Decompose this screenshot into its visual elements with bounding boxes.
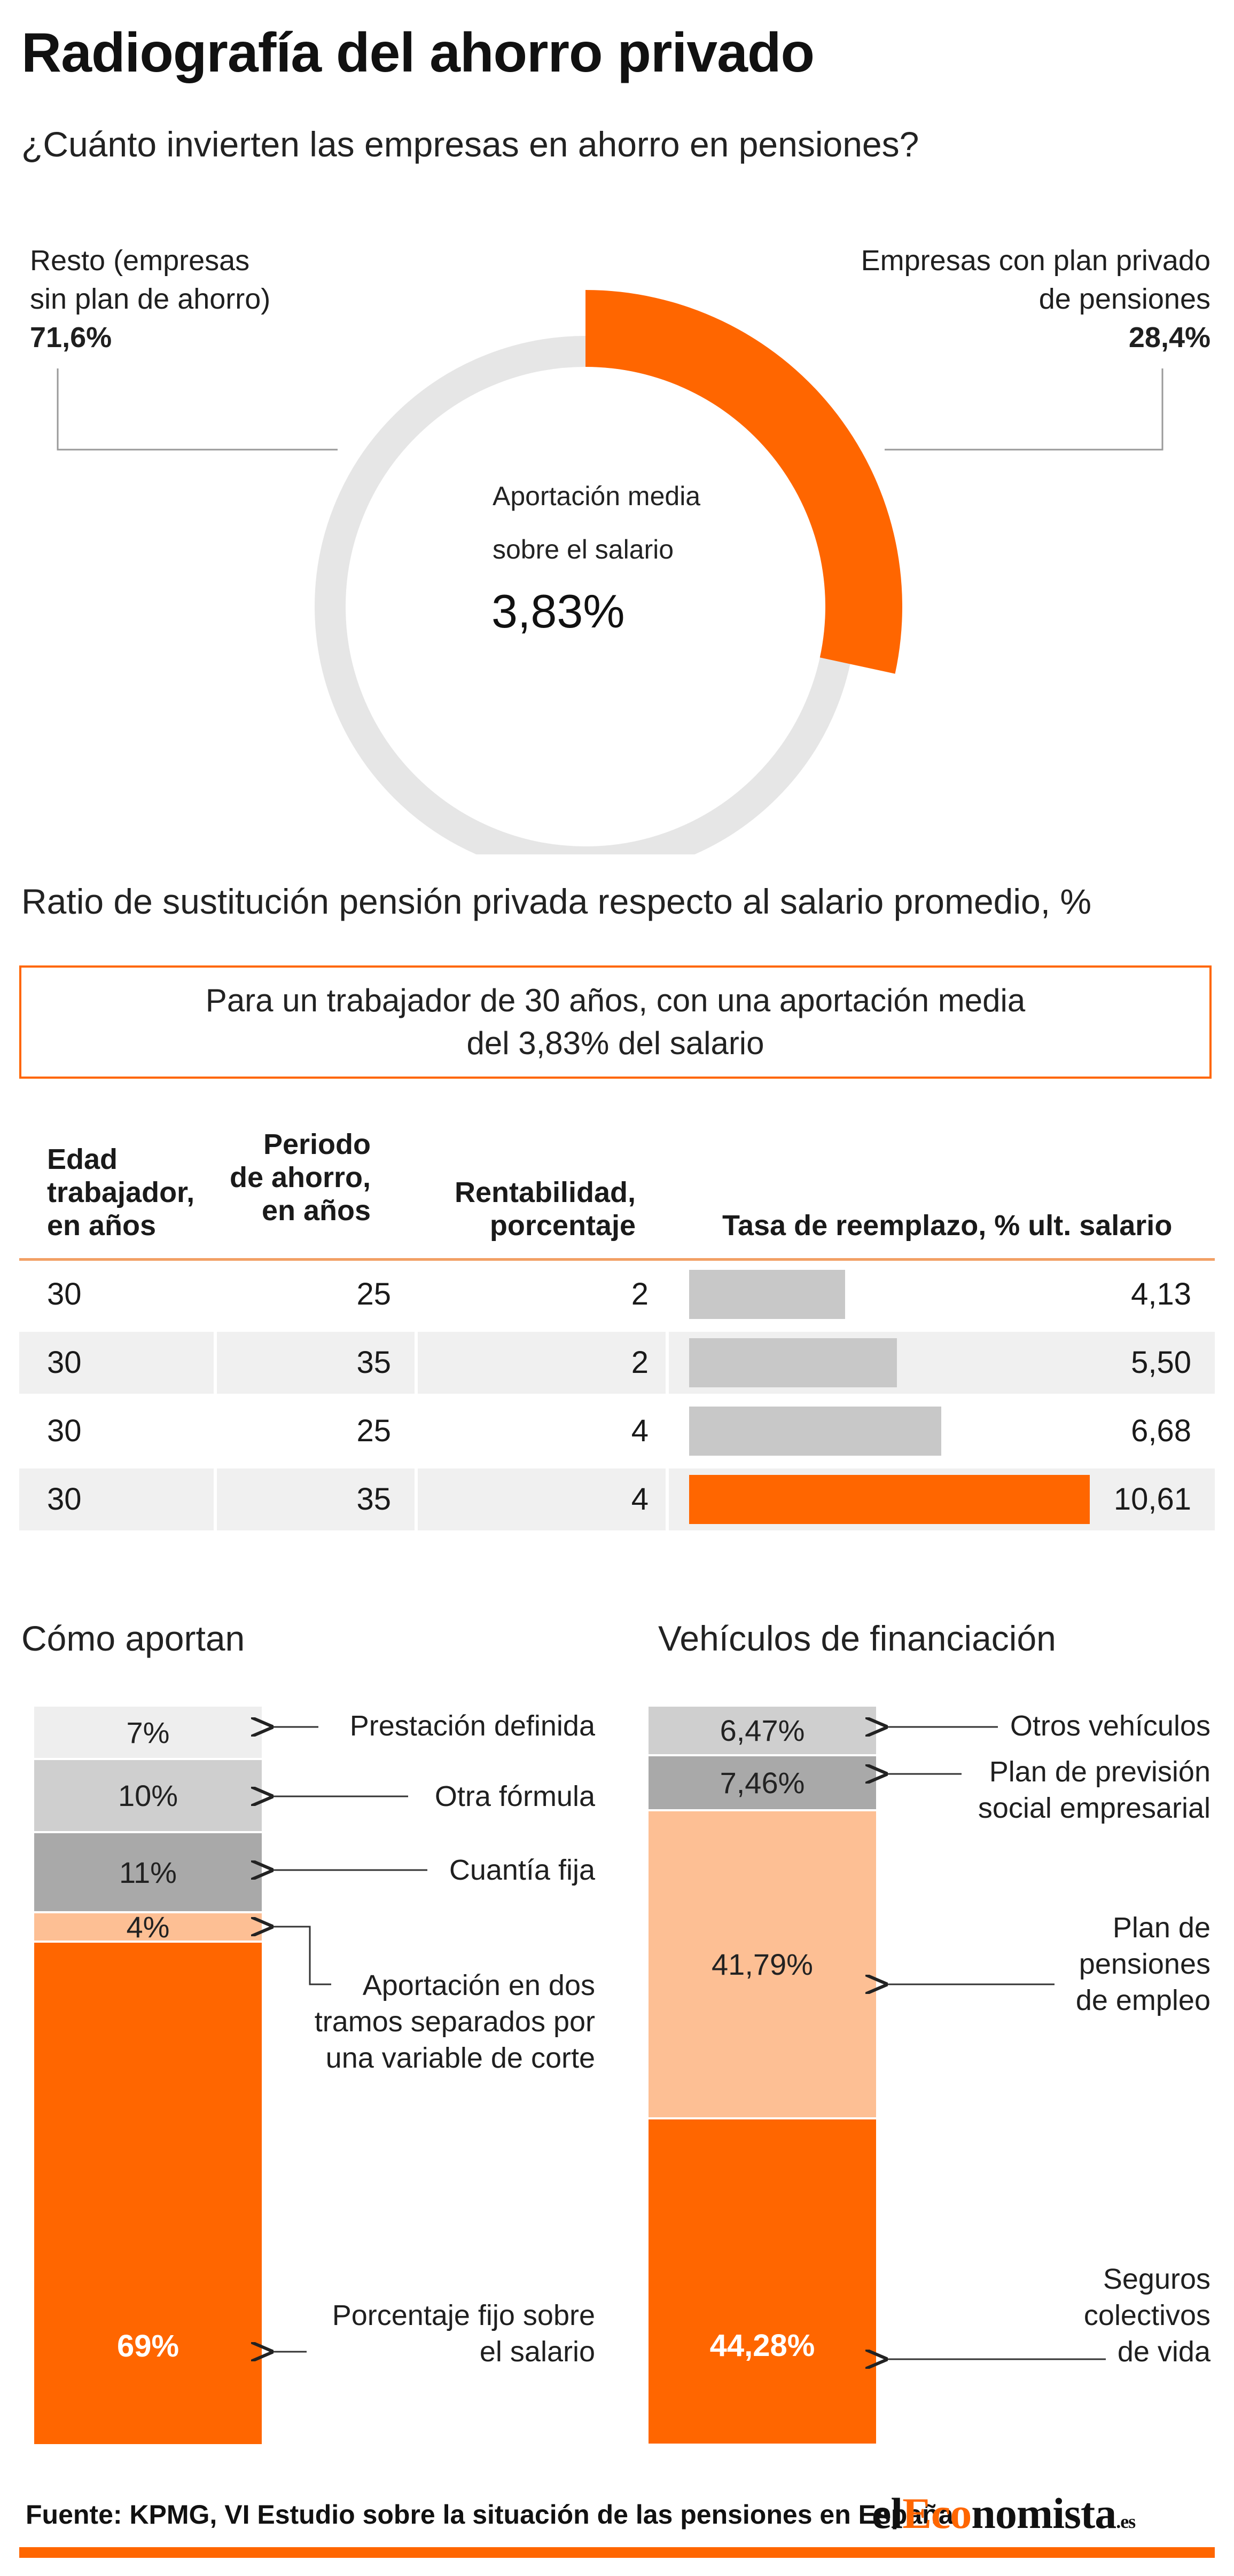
donut-label-rest: Resto (empresas sin plan de ahorro) 71,6… <box>30 245 271 354</box>
segment-value-label: 69% <box>116 2329 179 2363</box>
footer-accent-bar <box>19 2547 1215 2558</box>
cell-rate: 4,13 <box>1131 1277 1191 1311</box>
cell-age: 30 <box>47 1482 82 1517</box>
label-fixed-pct: Porcentaje fijo sobre el salario <box>332 2299 595 2368</box>
segment-defined-benefit: 7% <box>34 1707 262 1758</box>
cell-return: 4 <box>631 1413 649 1448</box>
rate-bar <box>689 1475 1090 1524</box>
donut-value-rest: 71,6% <box>30 321 112 354</box>
col-header-rate: Tasa de reemplazo, % ult. salario <box>722 1210 1173 1242</box>
cell-age: 30 <box>47 1413 82 1448</box>
cell-period: 25 <box>356 1413 391 1448</box>
cell-period: 25 <box>356 1277 391 1311</box>
cell-divider <box>214 1332 217 1394</box>
cell-rate: 10,61 <box>1113 1482 1191 1517</box>
contribution-method-title: Cómo aportan <box>21 1619 245 1658</box>
segment-ppse: 7,46% <box>649 1754 876 1809</box>
cell-divider <box>415 1332 418 1394</box>
donut-value-plan: 28,4% <box>1128 321 1210 354</box>
source-note: Fuente: KPMG, VI Estudio sobre la situac… <box>26 2500 954 2530</box>
segment-value-label: 10% <box>118 1779 178 1812</box>
table-header-rule <box>19 1258 1215 1261</box>
segment-value-label: 11% <box>119 1855 177 1889</box>
label-ppe: Plan de pensiones de empleo <box>1075 1912 1210 2016</box>
cell-divider <box>415 1468 418 1530</box>
arrow-two-tranche <box>270 1927 331 1985</box>
cell-return: 2 <box>631 1345 649 1380</box>
segment-value-label: 44,28% <box>709 2328 815 2363</box>
funding-vehicles-title: Vehículos de financiación <box>658 1619 1056 1658</box>
segment-value-label: 7,46% <box>720 1766 805 1800</box>
leader-line-left <box>57 368 338 451</box>
segment-fixed-pct: 69% <box>34 1941 262 2444</box>
col-header-age: Edad trabajador, en años <box>47 1143 195 1242</box>
donut-center-label-2: sobre el salario <box>493 535 674 564</box>
cell-divider <box>666 1332 669 1394</box>
stacked-bar-vehicles: 6,47% 7,46% 41,79% 44,28% <box>649 1707 876 2444</box>
cell-age: 30 <box>47 1345 82 1380</box>
cell-return: 2 <box>631 1277 649 1311</box>
cell-return: 4 <box>631 1482 649 1517</box>
segment-value-label: 41,79% <box>712 1947 813 1981</box>
segment-two-tranche: 4% <box>34 1910 262 1944</box>
donut-chart <box>57 290 1163 854</box>
table-row: 30 35 4 10,61 <box>19 1468 1215 1530</box>
cell-rate: 6,68 <box>1131 1413 1191 1448</box>
cell-divider <box>666 1468 669 1530</box>
segment-value-label: 7% <box>126 1715 170 1749</box>
label-other-vehicles: Otros vehículos <box>1010 1710 1210 1742</box>
label-defined-benefit: Prestación definida <box>349 1710 595 1742</box>
label-ppse: Plan de previsión social empresarial <box>978 1756 1210 1824</box>
donut-label-plan: Empresas con plan privado de pensiones 2… <box>861 245 1210 354</box>
cell-period: 35 <box>356 1345 391 1380</box>
segment-other-vehicles: 6,47% <box>649 1707 876 1754</box>
table-row: 30 25 4 6,68 <box>19 1400 1215 1462</box>
col-header-period: Periodo de ahorro, en años <box>229 1128 371 1227</box>
replacement-ratio-title: Ratio de sustitución pensión privada res… <box>21 882 1092 921</box>
col-header-return: Rentabilidad, porcentaje <box>454 1176 636 1242</box>
label-other-formula: Otra fórmula <box>434 1780 595 1812</box>
rate-bar <box>689 1270 845 1319</box>
segment-other-formula: 10% <box>34 1758 262 1831</box>
publisher-logo: elEconomista.es <box>872 2489 1136 2538</box>
donut-center-label-1: Aportación media <box>493 481 701 511</box>
assumption-note: Para un trabajador de 30 años, con una a… <box>19 965 1212 1079</box>
cell-rate: 5,50 <box>1131 1345 1191 1380</box>
annotation-arrows <box>0 1682 1106 2456</box>
label-fixed-amount: Cuantía fija <box>449 1854 595 1886</box>
donut-question: ¿Cuánto invierten las empresas en ahorro… <box>21 124 919 164</box>
cell-period: 35 <box>356 1482 391 1517</box>
segment-group-insurance: 44,28% <box>649 2117 876 2444</box>
segment-value-label: 4% <box>126 1910 170 1944</box>
segment-value-label: 6,47% <box>720 1714 805 1747</box>
rate-bar <box>689 1407 941 1456</box>
page-title: Radiografía del ahorro privado <box>21 22 815 84</box>
donut-center-value: 3,83% <box>491 585 625 638</box>
cell-age: 30 <box>47 1277 82 1311</box>
donut-slice-plan <box>585 290 902 674</box>
stacked-bar-contribution: 7% 10% 11% 4% 69% <box>34 1707 262 2444</box>
cell-divider <box>214 1468 217 1530</box>
segment-fixed-amount: 11% <box>34 1831 262 1911</box>
segment-ppe: 41,79% <box>649 1809 876 2117</box>
label-two-tranche: Aportación en dos tramos separados por u… <box>314 1969 595 2074</box>
table-row: 30 25 2 4,13 <box>19 1263 1215 1325</box>
rate-bar <box>689 1338 897 1387</box>
table-row: 30 35 2 5,50 <box>19 1332 1215 1394</box>
leader-line-right <box>885 368 1163 451</box>
label-group-insurance: Seguros colectivos de vida <box>1083 2263 1210 2368</box>
